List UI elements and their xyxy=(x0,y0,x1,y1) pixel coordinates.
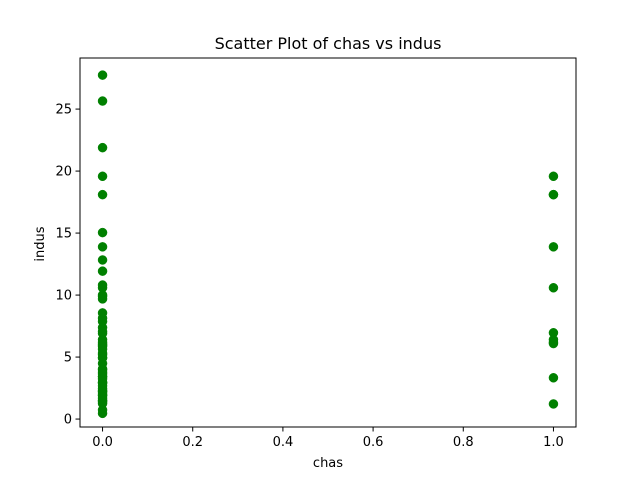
data-point xyxy=(548,373,559,383)
y-tick-label: 20 xyxy=(55,165,72,180)
data-point xyxy=(97,242,108,252)
data-point xyxy=(97,266,108,276)
chart-title: Scatter Plot of chas vs indus xyxy=(215,34,442,53)
data-point xyxy=(97,377,108,388)
data-point xyxy=(97,189,108,200)
data-point xyxy=(97,70,108,80)
data-point xyxy=(548,283,559,293)
x-tick-label: 0.4 xyxy=(273,435,294,450)
y-tick-label: 25 xyxy=(55,103,72,118)
data-point xyxy=(548,171,559,182)
data-point xyxy=(97,367,108,377)
data-point xyxy=(97,408,108,419)
y-axis-label: indus xyxy=(33,226,48,261)
data-point xyxy=(548,242,559,252)
x-tick-label: 0.6 xyxy=(363,435,384,450)
x-tick-label: 1.0 xyxy=(543,435,564,450)
data-point xyxy=(97,96,108,106)
data-point xyxy=(97,340,108,350)
x-tick-label: 0.8 xyxy=(453,435,474,450)
y-tick-label: 5 xyxy=(64,351,72,366)
data-point xyxy=(548,399,559,409)
x-tick-label: 0.2 xyxy=(182,435,203,450)
data-point xyxy=(97,142,108,153)
data-point xyxy=(97,255,108,265)
plot-area: 0.0 0.2 0.4 0.6 0.8 1.0 0 5 10 15 20 25 xyxy=(55,57,577,450)
y-tick-label: 10 xyxy=(55,289,72,304)
data-point xyxy=(97,227,108,238)
data-point xyxy=(97,390,108,401)
data-point xyxy=(97,171,108,182)
data-point xyxy=(97,294,108,304)
x-tick-label: 0.0 xyxy=(92,435,113,450)
data-point xyxy=(548,189,559,200)
axes-frame xyxy=(79,57,577,428)
y-tick-label: 15 xyxy=(55,227,72,242)
y-tick-label: 0 xyxy=(64,413,72,428)
data-point xyxy=(97,353,108,363)
data-point xyxy=(548,338,559,349)
x-axis-label: chas xyxy=(313,456,343,471)
